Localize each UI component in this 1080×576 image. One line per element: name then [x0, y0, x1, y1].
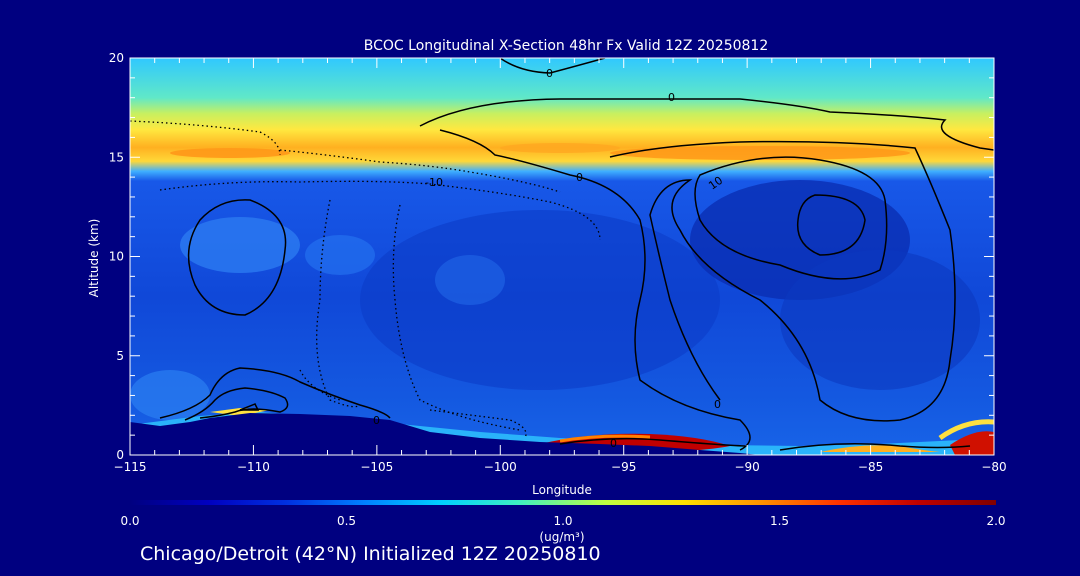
contour-line: [159, 180, 601, 241]
y-tick-label: 5: [116, 349, 124, 363]
upper-layer-peak: [610, 146, 910, 160]
contour-label: 0: [714, 398, 721, 411]
colorbar: [130, 500, 996, 505]
contour-line: [796, 194, 866, 256]
high-concentration-patch: [180, 217, 300, 273]
colorbar-tick-label: 0.5: [337, 514, 356, 528]
y-tick-label: 20: [109, 51, 124, 65]
contour-label: 0: [610, 437, 617, 450]
x-axis-label: Longitude: [532, 483, 592, 497]
y-axis: 0 5 10 15 20: [109, 51, 994, 462]
colorbar-ticks: 0.0 0.5 1.0 1.5 2.0: [120, 514, 1005, 528]
x-tick-label: −95: [611, 460, 636, 474]
contour-line: [184, 387, 289, 421]
colorbar-tick-label: 2.0: [986, 514, 1005, 528]
high-concentration-patch: [435, 255, 505, 305]
contour-label: 0: [576, 171, 583, 184]
contour-line: [439, 129, 751, 451]
x-tick-label: −110: [237, 460, 270, 474]
upper-layer-peak: [500, 143, 620, 153]
contour-line: [187, 199, 287, 316]
upper-layer-peak: [170, 148, 290, 158]
contour-line: [279, 149, 561, 193]
terrain: [130, 413, 760, 455]
contour-line: [609, 140, 956, 422]
x-tick-label: −80: [981, 460, 1006, 474]
high-concentration-patch: [130, 370, 210, 420]
contour-label: 0: [546, 67, 553, 80]
contour-lines: [159, 58, 994, 451]
footer-caption: Chicago/Detroit (42°N) Initialized 12Z 2…: [140, 543, 601, 565]
y-tick-label: 15: [109, 150, 124, 164]
x-tick-label: −115: [114, 460, 147, 474]
plot-area: 0 0 0 -10 10 0 0 0: [130, 58, 994, 455]
x-tick-label: −100: [484, 460, 517, 474]
contour-line: [779, 443, 971, 451]
negative-contour-lines: [130, 120, 601, 439]
chart-title: BCOC Longitudinal X-Section 48hr Fx Vali…: [364, 38, 768, 54]
contour-line: [159, 367, 391, 419]
contour-line: [239, 403, 260, 411]
surface-source-patch: [950, 431, 994, 455]
y-tick-label: 0: [116, 448, 124, 462]
colorbar-unit: (ug/m³): [539, 530, 584, 544]
x-tick-label: −90: [734, 460, 759, 474]
contour-line: [419, 98, 994, 151]
contour-line: [559, 437, 746, 447]
y-tick-label: 10: [109, 250, 124, 264]
contour-line: [392, 204, 521, 431]
surface-source-patch: [820, 445, 940, 452]
contour-label: -10: [425, 176, 443, 189]
contour-label: 0: [668, 91, 675, 104]
colorbar-tick-label: 1.0: [553, 514, 572, 528]
contour-line: [299, 369, 341, 401]
contour-line: [499, 58, 606, 74]
colorbar-tick-label: 1.5: [770, 514, 789, 528]
surface-source-edge: [938, 419, 994, 441]
high-concentration-patch: [305, 235, 375, 275]
x-axis: −115 −110 −105 −100 −95 −90 −85 −80: [114, 58, 1007, 474]
y-axis-label: Altitude (km): [87, 219, 101, 298]
x-tick-label: −85: [858, 460, 883, 474]
contour-line: [694, 156, 888, 280]
contour-label: 0: [373, 414, 380, 427]
low-concentration-region: [780, 250, 980, 390]
contour-labels: 0 0 0 -10 10 0 0 0: [373, 67, 725, 450]
contour-line: [316, 199, 361, 408]
low-concentration-region: [360, 210, 720, 390]
colorbar-tick-label: 0.0: [120, 514, 139, 528]
surface-source-edge: [559, 434, 651, 443]
x-tick-label: −105: [360, 460, 393, 474]
